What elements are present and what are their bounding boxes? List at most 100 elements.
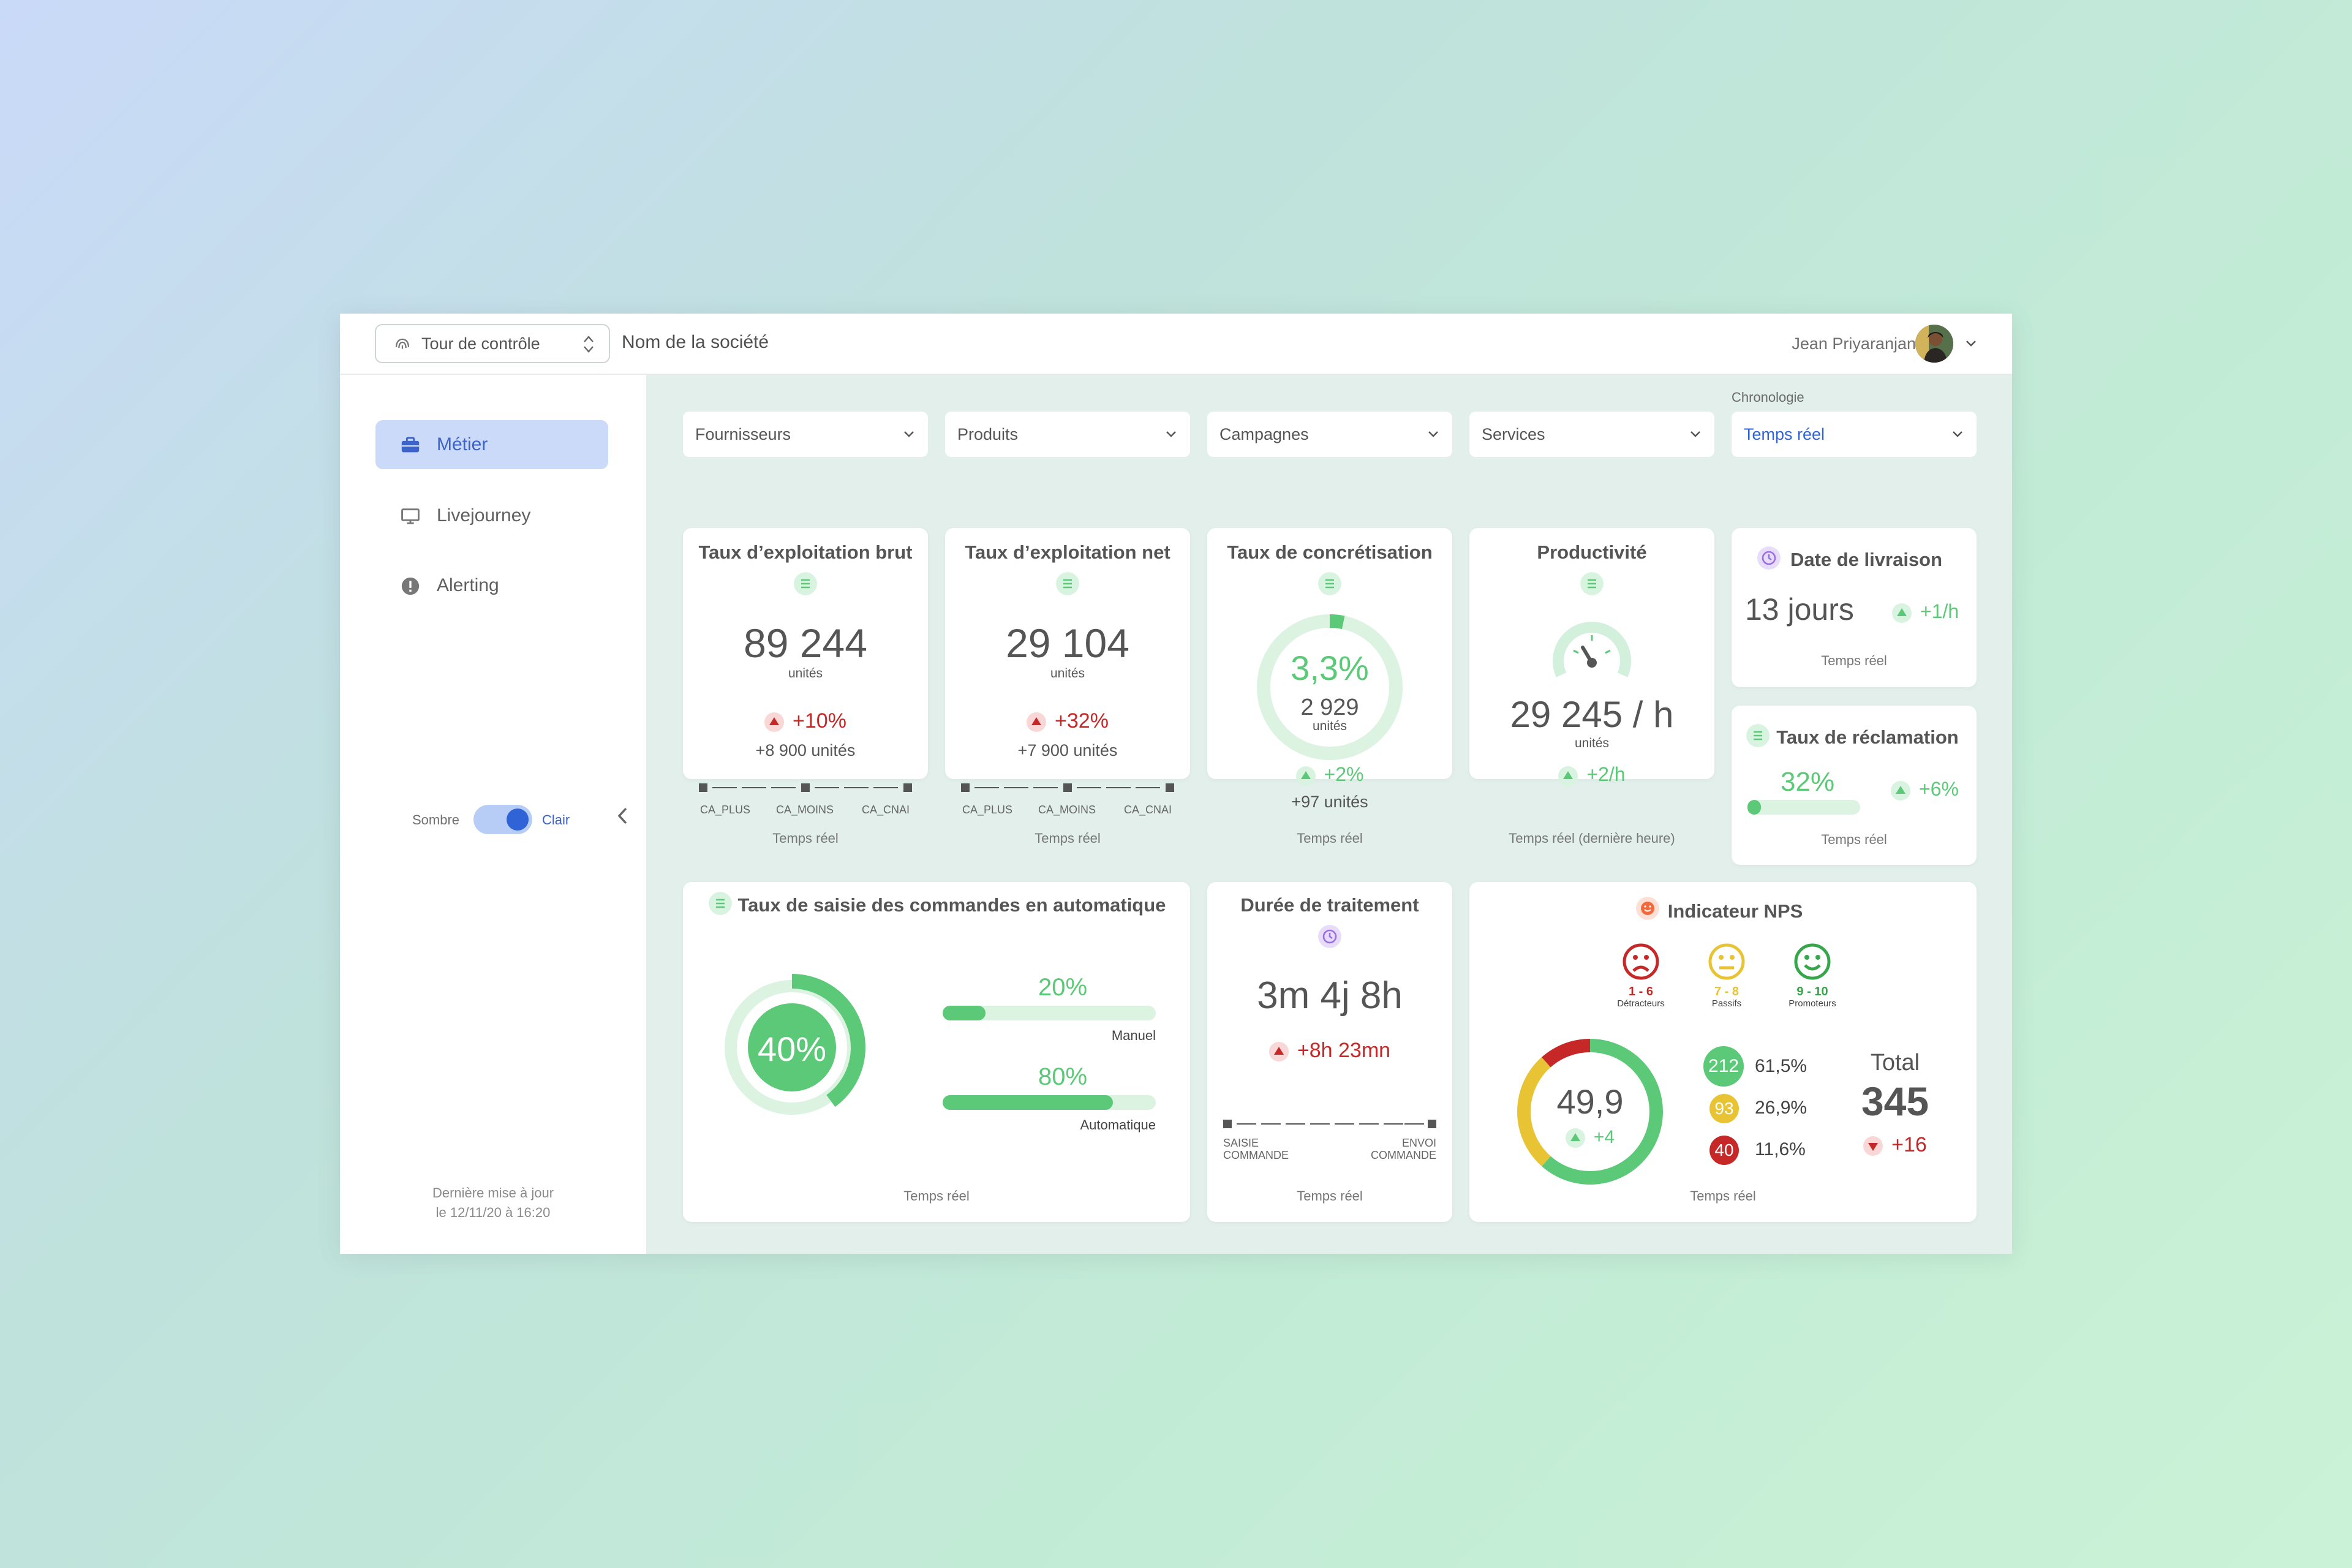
sidebar-item-label: Métier (437, 434, 488, 454)
list-icon (709, 892, 732, 915)
sidebar-item-label: Alerting (437, 575, 499, 595)
fingerprint-icon (395, 338, 410, 349)
nps-category-label: Passifs (1711, 998, 1742, 1009)
card-footer: Temps réel (1035, 831, 1101, 846)
card-footer: Temps réel (1821, 832, 1887, 847)
card-title: Productivité (1537, 541, 1647, 563)
nps-category-range: 1 - 6 (1628, 985, 1654, 998)
card-delta-value: +8h 23mn (1297, 1039, 1391, 1062)
concretisation-arc (1257, 614, 1403, 760)
speedometer-icon (1553, 622, 1631, 677)
company-name: Nom de la société (622, 332, 769, 352)
updown-chevron-icon (584, 336, 594, 353)
card-subvalue: +8 900 unités (755, 741, 856, 760)
workspace-select[interactable]: Tour de contrôle (375, 324, 610, 363)
filter-label: Fournisseurs (695, 424, 791, 443)
clock-icon (1757, 546, 1781, 570)
nps-count-badge: 212 (1703, 1046, 1744, 1087)
user-menu-chevron-icon[interactable] (1963, 336, 1979, 352)
theme-toggle[interactable] (473, 805, 532, 834)
collapse-sidebar-icon[interactable] (614, 804, 632, 828)
bar-value: 20% (1038, 974, 1088, 1001)
filter-campagnes[interactable]: Campagnes (1207, 412, 1452, 457)
step-end-line2: COMMANDE (1371, 1149, 1436, 1161)
step-label: CA_MOINS (1038, 804, 1096, 816)
card-date-livraison[interactable]: Date de livraison 13 jours +1/h Temps ré… (1732, 528, 1977, 687)
card-exploitation-net[interactable]: Taux d’exploitation net 29 104 unités +3… (945, 528, 1190, 846)
card-value: 13 jours (1745, 592, 1854, 627)
up-arrow-icon (1558, 766, 1578, 786)
sidebar-item-livejourney[interactable]: Livejourney (375, 491, 608, 540)
card-productivite[interactable]: Productivité 29 245 / h unités +2/h Temp… (1469, 528, 1714, 846)
down-arrow-icon (1863, 1136, 1883, 1156)
card-saisie-commandes[interactable]: Taux de saisie des commandes en automati… (683, 882, 1190, 1222)
card-title: Taux de réclamation (1776, 726, 1959, 748)
process-steps-line (1223, 1120, 1436, 1128)
card-concretisation[interactable]: Taux de concrétisation 3,3% 2 929 unités… (1207, 528, 1452, 846)
bar-fill-automatique (943, 1095, 1114, 1110)
step-start-label: SAISIE COMMANDE (1223, 1137, 1289, 1161)
up-arrow-icon (1027, 712, 1047, 733)
filter-produits[interactable]: Produits (945, 412, 1190, 457)
bar-label: Automatique (1080, 1117, 1156, 1133)
card-title: Date de livraison (1790, 549, 1943, 570)
saisie-arc (718, 974, 865, 1121)
filter-value: Temps réel (1744, 424, 1825, 443)
card-delta: +1/h (1892, 600, 1959, 623)
card-title: Durée de traitement (1240, 894, 1419, 916)
filter-fournisseurs[interactable]: Fournisseurs (683, 412, 928, 457)
card-delta-value: +10% (793, 709, 846, 733)
process-steps-line (961, 783, 1174, 792)
filter-services[interactable]: Services (1469, 412, 1714, 457)
up-arrow-icon (1268, 1042, 1289, 1062)
chevron-down-icon (1428, 431, 1438, 437)
card-duree-traitement[interactable]: Durée de traitement 3m 4j 8h +8h 23mn SA… (1207, 882, 1452, 1222)
sad-face-icon (1623, 943, 1659, 980)
sidebar-item-alerting[interactable]: Alerting (375, 561, 608, 610)
card-reclamation[interactable]: Taux de réclamation 32% +6% Temps réel (1732, 706, 1977, 865)
concretisation-ring (1257, 614, 1403, 760)
bar-fill-manuel (943, 1006, 986, 1020)
card-value: 32% (1781, 767, 1835, 797)
card-unit: unités (1050, 666, 1085, 680)
app-window: Tour de contrôle Nom de la société Jean … (340, 314, 2012, 1254)
alert-icon (401, 577, 420, 595)
sidebar-item-metier[interactable]: Métier (375, 420, 608, 469)
workspace-label: Tour de contrôle (421, 334, 540, 353)
card-delta-value: +2% (1324, 763, 1364, 785)
nps-segment-1 (1517, 1039, 1663, 1185)
theme-dark-label: Sombre (412, 812, 460, 827)
card-title: Taux d’exploitation net (965, 541, 1170, 563)
avatar-photo (1915, 325, 1953, 363)
up-arrow-icon (764, 712, 785, 733)
filter-chronologie[interactable]: Temps réel (1732, 412, 1977, 457)
avatar[interactable] (1915, 325, 1953, 363)
briefcase-icon (401, 437, 420, 453)
reclamation-progress-fill (1747, 800, 1762, 815)
up-arrow-icon (1565, 1128, 1585, 1148)
nps-pct: 61,5% (1755, 1056, 1807, 1076)
nps-total-label: Total (1870, 1050, 1920, 1076)
card-subvalue: +7 900 unités (1017, 741, 1118, 760)
chevron-down-icon (1691, 431, 1700, 437)
sidebar-item-label: Livejourney (437, 505, 531, 526)
card-delta: +32% (945, 709, 1190, 733)
nps-pct: 11,6% (1755, 1139, 1806, 1159)
card-unit: unités (1312, 719, 1348, 733)
card-footer: Temps réel (1297, 1188, 1363, 1204)
nps-total-delta: +16 (1849, 1133, 1941, 1157)
bar-track-manuel (943, 1006, 1156, 1020)
card-exploitation-brut[interactable]: Taux d’exploitation brut 89 244 unités +… (683, 528, 928, 846)
card-title: Taux de concrétisation (1227, 541, 1433, 563)
card-nps[interactable]: Indicateur NPS 1 - 6 Détracteurs 7 - 8 P… (1469, 882, 1977, 1222)
happy-face-icon (1794, 943, 1831, 980)
bar-track-automatique (943, 1095, 1156, 1110)
card-delta-value: +1/h (1920, 600, 1959, 622)
step-start-line1: SAISIE (1223, 1137, 1259, 1149)
up-arrow-icon (1891, 780, 1910, 801)
step-label: CA_PLUS (962, 804, 1013, 816)
card-delta-value: +32% (1055, 709, 1109, 733)
card-title: Taux de saisie des commandes en automati… (737, 894, 1166, 916)
sidebar: Métier Livejourney Alerting Sombre Clair… (340, 375, 646, 1254)
step-end-line1: ENVOI (1401, 1137, 1436, 1149)
